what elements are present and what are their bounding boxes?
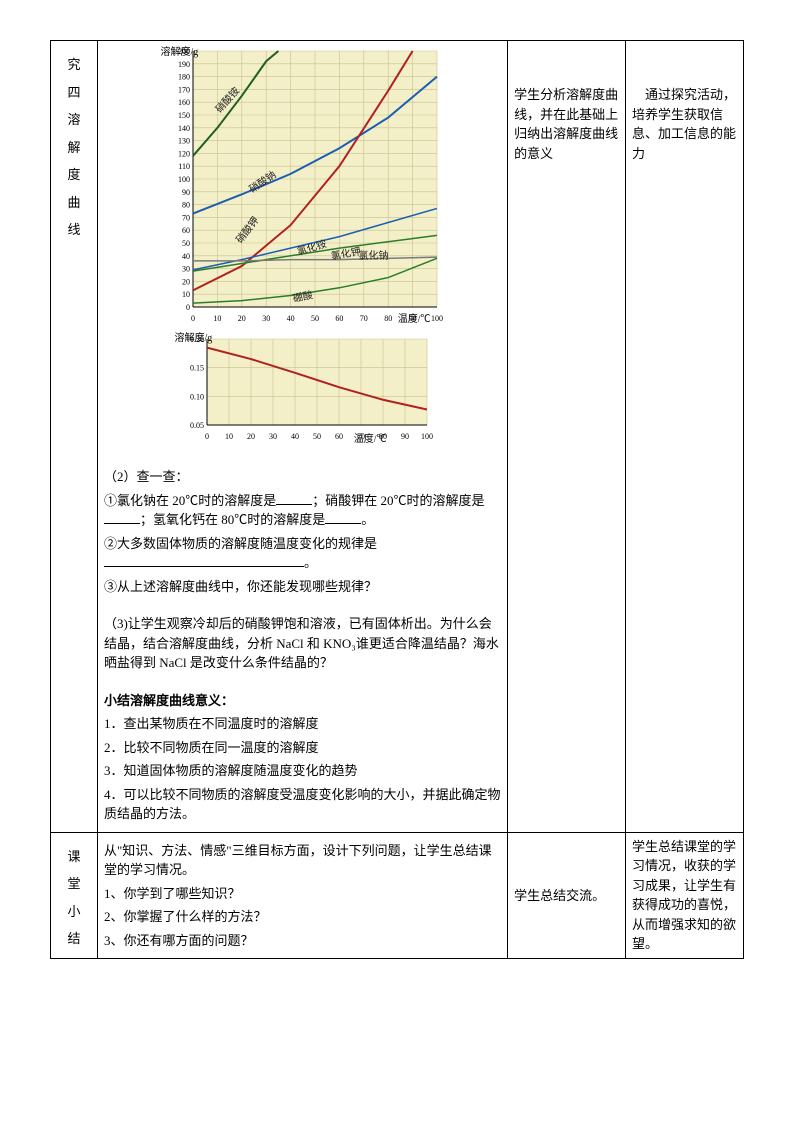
row1-side-cell: 究四溶解度曲线 — [51, 41, 98, 833]
svg-text:20: 20 — [237, 314, 245, 323]
svg-text:80: 80 — [182, 201, 190, 210]
svg-text:90: 90 — [182, 188, 190, 197]
svg-text:0.05: 0.05 — [190, 421, 204, 430]
svg-text:20: 20 — [247, 432, 255, 441]
svg-text:10: 10 — [213, 314, 221, 323]
chart2-svg: 01020304050607080901000.050.100.150.20 — [173, 333, 433, 443]
q2-3: ③从上述溶解度曲线中，你还能发现哪些规律？ — [104, 577, 501, 597]
svg-text:50: 50 — [313, 432, 321, 441]
solubility-chart-caoh2: 01020304050607080901000.050.100.150.20 溶… — [173, 333, 433, 443]
q3: （3)让学生观察冷却后的硝酸钾饱和溶液，已有固体析出。为什么会结晶，结合溶解度曲… — [104, 614, 501, 673]
svg-text:150: 150 — [178, 111, 190, 120]
row2-side-cell: 课堂小结 — [51, 832, 98, 959]
svg-text:100: 100 — [421, 432, 433, 441]
svg-text:40: 40 — [182, 252, 190, 261]
svg-text:0.15: 0.15 — [190, 364, 204, 373]
svg-text:0.10: 0.10 — [190, 392, 204, 401]
row2-q1: 1、你学到了哪些知识？ — [104, 884, 501, 904]
svg-text:80: 80 — [384, 314, 392, 323]
svg-text:50: 50 — [311, 314, 319, 323]
svg-text:60: 60 — [182, 226, 190, 235]
row1-purpose-cell: 通过探究活动，培养学生获取信息、加工信息的能力 — [626, 41, 744, 833]
svg-text:60: 60 — [335, 314, 343, 323]
blank-field[interactable] — [325, 511, 361, 524]
svg-text:0: 0 — [186, 303, 190, 312]
row2-intro: 从"知识、方法、情感"三维目标方面，设计下列问题，让学生总结课堂的学习情况。 — [104, 841, 501, 880]
svg-text:40: 40 — [286, 314, 294, 323]
row2-side-label: 课堂小结 — [57, 837, 91, 949]
chart1-svg: 0102030405060708090100010203040506070809… — [163, 45, 443, 325]
row2-q3: 3、你还有哪方面的问题？ — [104, 931, 501, 951]
chart1-ylabel: 溶解度/g — [161, 47, 199, 58]
row1-side-label: 究四溶解度曲线 — [57, 45, 91, 240]
svg-text:0: 0 — [191, 314, 195, 323]
svg-text:110: 110 — [178, 162, 190, 171]
svg-text:100: 100 — [178, 175, 190, 184]
q2-2: ②大多数固体物质的溶解度随温度变化的规律是 。 — [104, 534, 501, 573]
row1-content-cell: 0102030405060708090100010203040506070809… — [97, 41, 507, 833]
svg-text:190: 190 — [178, 60, 190, 69]
svg-text:130: 130 — [178, 137, 190, 146]
page: 究四溶解度曲线 01020304050607080901000102030405… — [0, 0, 794, 999]
summary-4: 4．可以比较不同物质的溶解度受温度变化影响的大小，并据此确定物质结晶的方法。 — [104, 785, 501, 824]
curve-label: 氯化钠 — [359, 249, 389, 264]
blank-field[interactable] — [104, 511, 140, 524]
table-row: 课堂小结 从"知识、方法、情感"三维目标方面，设计下列问题，让学生总结课堂的学习… — [51, 832, 744, 959]
summary-2: 2．比较不同物质在同一温度的溶解度 — [104, 738, 501, 758]
chart1-wrap: 0102030405060708090100010203040506070809… — [104, 45, 501, 443]
svg-text:70: 70 — [182, 213, 190, 222]
svg-text:120: 120 — [178, 149, 190, 158]
svg-text:160: 160 — [178, 98, 190, 107]
svg-text:30: 30 — [262, 314, 270, 323]
svg-text:140: 140 — [178, 124, 190, 133]
q2-header: （2）查一查： — [104, 467, 501, 487]
svg-text:30: 30 — [182, 265, 190, 274]
svg-text:10: 10 — [225, 432, 233, 441]
blank-line[interactable] — [104, 554, 304, 567]
row1-col4-text: 通过探究活动，培养学生获取信息、加工信息的能力 — [632, 87, 736, 161]
row2-col4-text: 学生总结课堂的学习情况，收获的学习成果，让学生有获得成功的喜悦，从而增强求知的欲… — [632, 839, 736, 952]
svg-text:0: 0 — [205, 432, 209, 441]
svg-text:70: 70 — [359, 314, 367, 323]
summary-3: 3．知道固体物质的溶解度随温度变化的趋势 — [104, 761, 501, 781]
svg-text:90: 90 — [401, 432, 409, 441]
row2-activity-cell: 学生总结交流。 — [508, 832, 626, 959]
row2-q2: 2、你掌握了什么样的方法？ — [104, 907, 501, 927]
svg-text:170: 170 — [178, 85, 190, 94]
q2-1: ①氯化钠在 20℃时的溶解度是；硝酸钾在 20℃时的溶解度是；氢氧化钙在 80℃… — [104, 491, 501, 530]
svg-text:20: 20 — [182, 277, 190, 286]
row2-purpose-cell: 学生总结课堂的学习情况，收获的学习成果，让学生有获得成功的喜悦，从而增强求知的欲… — [626, 832, 744, 959]
row2-col3-text: 学生总结交流。 — [514, 888, 605, 903]
chart1-xlabel: 温度/℃ — [398, 312, 431, 327]
chart2-xlabel: 温度/℃ — [354, 432, 387, 447]
svg-text:60: 60 — [335, 432, 343, 441]
row2-content-cell: 从"知识、方法、情感"三维目标方面，设计下列问题，让学生总结课堂的学习情况。 1… — [97, 832, 507, 959]
summary-title: 小结溶解度曲线意义： — [104, 691, 501, 711]
chart2-ylabel: 溶解度/g — [175, 333, 213, 344]
row1-col3-text: 学生分析溶解度曲线，并在此基础上归纳出溶解度曲线的意义 — [514, 87, 618, 161]
table-row: 究四溶解度曲线 01020304050607080901000102030405… — [51, 41, 744, 833]
svg-text:50: 50 — [182, 239, 190, 248]
summary-1: 1．查出某物质在不同温度时的溶解度 — [104, 714, 501, 734]
svg-text:100: 100 — [431, 314, 443, 323]
svg-text:40: 40 — [291, 432, 299, 441]
svg-text:180: 180 — [178, 73, 190, 82]
solubility-chart-main: 0102030405060708090100010203040506070809… — [163, 45, 443, 325]
svg-text:30: 30 — [269, 432, 277, 441]
row1-activity-cell: 学生分析溶解度曲线，并在此基础上归纳出溶解度曲线的意义 — [508, 41, 626, 833]
blank-field[interactable] — [276, 492, 312, 505]
svg-text:10: 10 — [182, 290, 190, 299]
lesson-table: 究四溶解度曲线 01020304050607080901000102030405… — [50, 40, 744, 959]
